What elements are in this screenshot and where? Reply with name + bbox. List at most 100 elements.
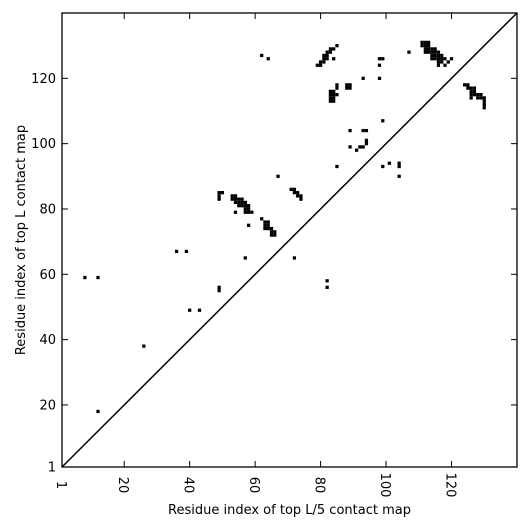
contact-point xyxy=(296,191,300,195)
contact-point xyxy=(237,204,241,208)
contact-point xyxy=(269,230,274,234)
contact-point xyxy=(332,57,336,61)
contact-point xyxy=(335,164,339,169)
contact-point xyxy=(269,226,274,231)
contact-point xyxy=(345,86,349,90)
contact-point xyxy=(354,148,359,152)
contact-point xyxy=(332,89,336,94)
contact-point xyxy=(361,128,365,133)
contact-point xyxy=(426,44,431,48)
contact-point xyxy=(335,86,339,90)
contact-point xyxy=(433,50,437,54)
contact-point xyxy=(263,223,267,227)
contact-point xyxy=(436,63,441,67)
contact-point xyxy=(292,191,297,195)
contact-point xyxy=(266,223,270,227)
contact-point xyxy=(233,194,238,198)
contact-point xyxy=(217,288,221,293)
contact-point xyxy=(446,60,450,64)
contact-point xyxy=(348,86,352,90)
contact-points xyxy=(83,40,486,414)
contact-point xyxy=(299,197,303,201)
contact-point xyxy=(246,207,251,211)
y-axis-label: Residue index of top L contact map xyxy=(14,125,29,355)
x-tick-label: 80 xyxy=(312,477,327,494)
x-tick-label: 20 xyxy=(115,477,130,494)
contact-point xyxy=(381,164,385,169)
contact-point xyxy=(243,207,247,211)
contact-point xyxy=(345,83,349,87)
x-tick-label: 40 xyxy=(181,477,196,494)
contact-point xyxy=(479,93,483,97)
contact-point xyxy=(315,63,319,67)
contact-point xyxy=(243,210,247,214)
contact-point xyxy=(246,223,251,227)
contact-point xyxy=(325,50,329,54)
contact-point xyxy=(325,57,329,61)
contact-point xyxy=(361,145,365,149)
contact-point xyxy=(174,249,179,254)
contact-point xyxy=(322,60,326,64)
contact-point xyxy=(335,93,339,97)
contact-point xyxy=(348,145,352,149)
contact-point xyxy=(217,191,221,195)
contact-point xyxy=(364,142,369,146)
contact-point xyxy=(325,279,329,283)
contact-point xyxy=(260,53,264,58)
contact-point xyxy=(289,187,293,192)
contact-point xyxy=(243,200,247,205)
y-tick-label: 100 xyxy=(31,137,56,152)
contact-point xyxy=(260,217,264,221)
contact-point xyxy=(276,174,280,178)
contact-point xyxy=(436,57,441,61)
x-tick-label: 120 xyxy=(443,473,458,498)
contact-point xyxy=(423,47,427,51)
contact-point xyxy=(426,40,431,45)
contact-point xyxy=(469,93,473,97)
x-axis-ticks: 1 20 40 60 80 100 120 xyxy=(53,13,458,497)
contact-point xyxy=(440,53,444,58)
contact-point xyxy=(263,226,267,231)
contact-point xyxy=(273,230,277,234)
contact-point xyxy=(197,308,202,312)
contact-point xyxy=(348,83,352,87)
y-tick-label: 1 xyxy=(48,461,56,476)
x-tick-label: 1 xyxy=(53,481,68,489)
contact-point xyxy=(420,44,424,48)
contact-point xyxy=(443,63,447,67)
contact-point xyxy=(233,197,238,201)
contact-point xyxy=(263,220,267,224)
contact-point xyxy=(246,204,251,208)
contact-point xyxy=(328,93,333,97)
contact-point xyxy=(266,57,270,61)
y-tick-label: 80 xyxy=(39,202,56,217)
contact-point xyxy=(269,233,274,237)
contact-point xyxy=(237,197,241,201)
contact-point xyxy=(387,161,391,165)
contact-point xyxy=(328,99,333,103)
contact-point xyxy=(217,194,221,198)
y-tick-label: 120 xyxy=(31,72,56,87)
contact-point xyxy=(230,197,234,201)
contact-point xyxy=(332,99,336,103)
contact-point xyxy=(426,50,431,54)
contact-point xyxy=(407,50,411,54)
contact-point xyxy=(332,96,336,100)
diagonal-line xyxy=(61,12,518,468)
contact-point xyxy=(361,76,365,80)
contact-point xyxy=(217,285,221,289)
contact-point xyxy=(436,50,441,54)
contact-point xyxy=(266,220,270,224)
contact-point xyxy=(430,47,434,51)
contact-point xyxy=(96,275,100,280)
contact-point xyxy=(335,44,339,48)
contact-point xyxy=(426,47,431,51)
contact-point xyxy=(328,47,333,51)
contact-point xyxy=(482,106,486,110)
contact-point xyxy=(217,197,221,201)
contact-point xyxy=(220,191,225,195)
contact-point xyxy=(240,204,244,208)
y-tick-label: 20 xyxy=(39,398,56,413)
contact-point xyxy=(469,96,473,100)
